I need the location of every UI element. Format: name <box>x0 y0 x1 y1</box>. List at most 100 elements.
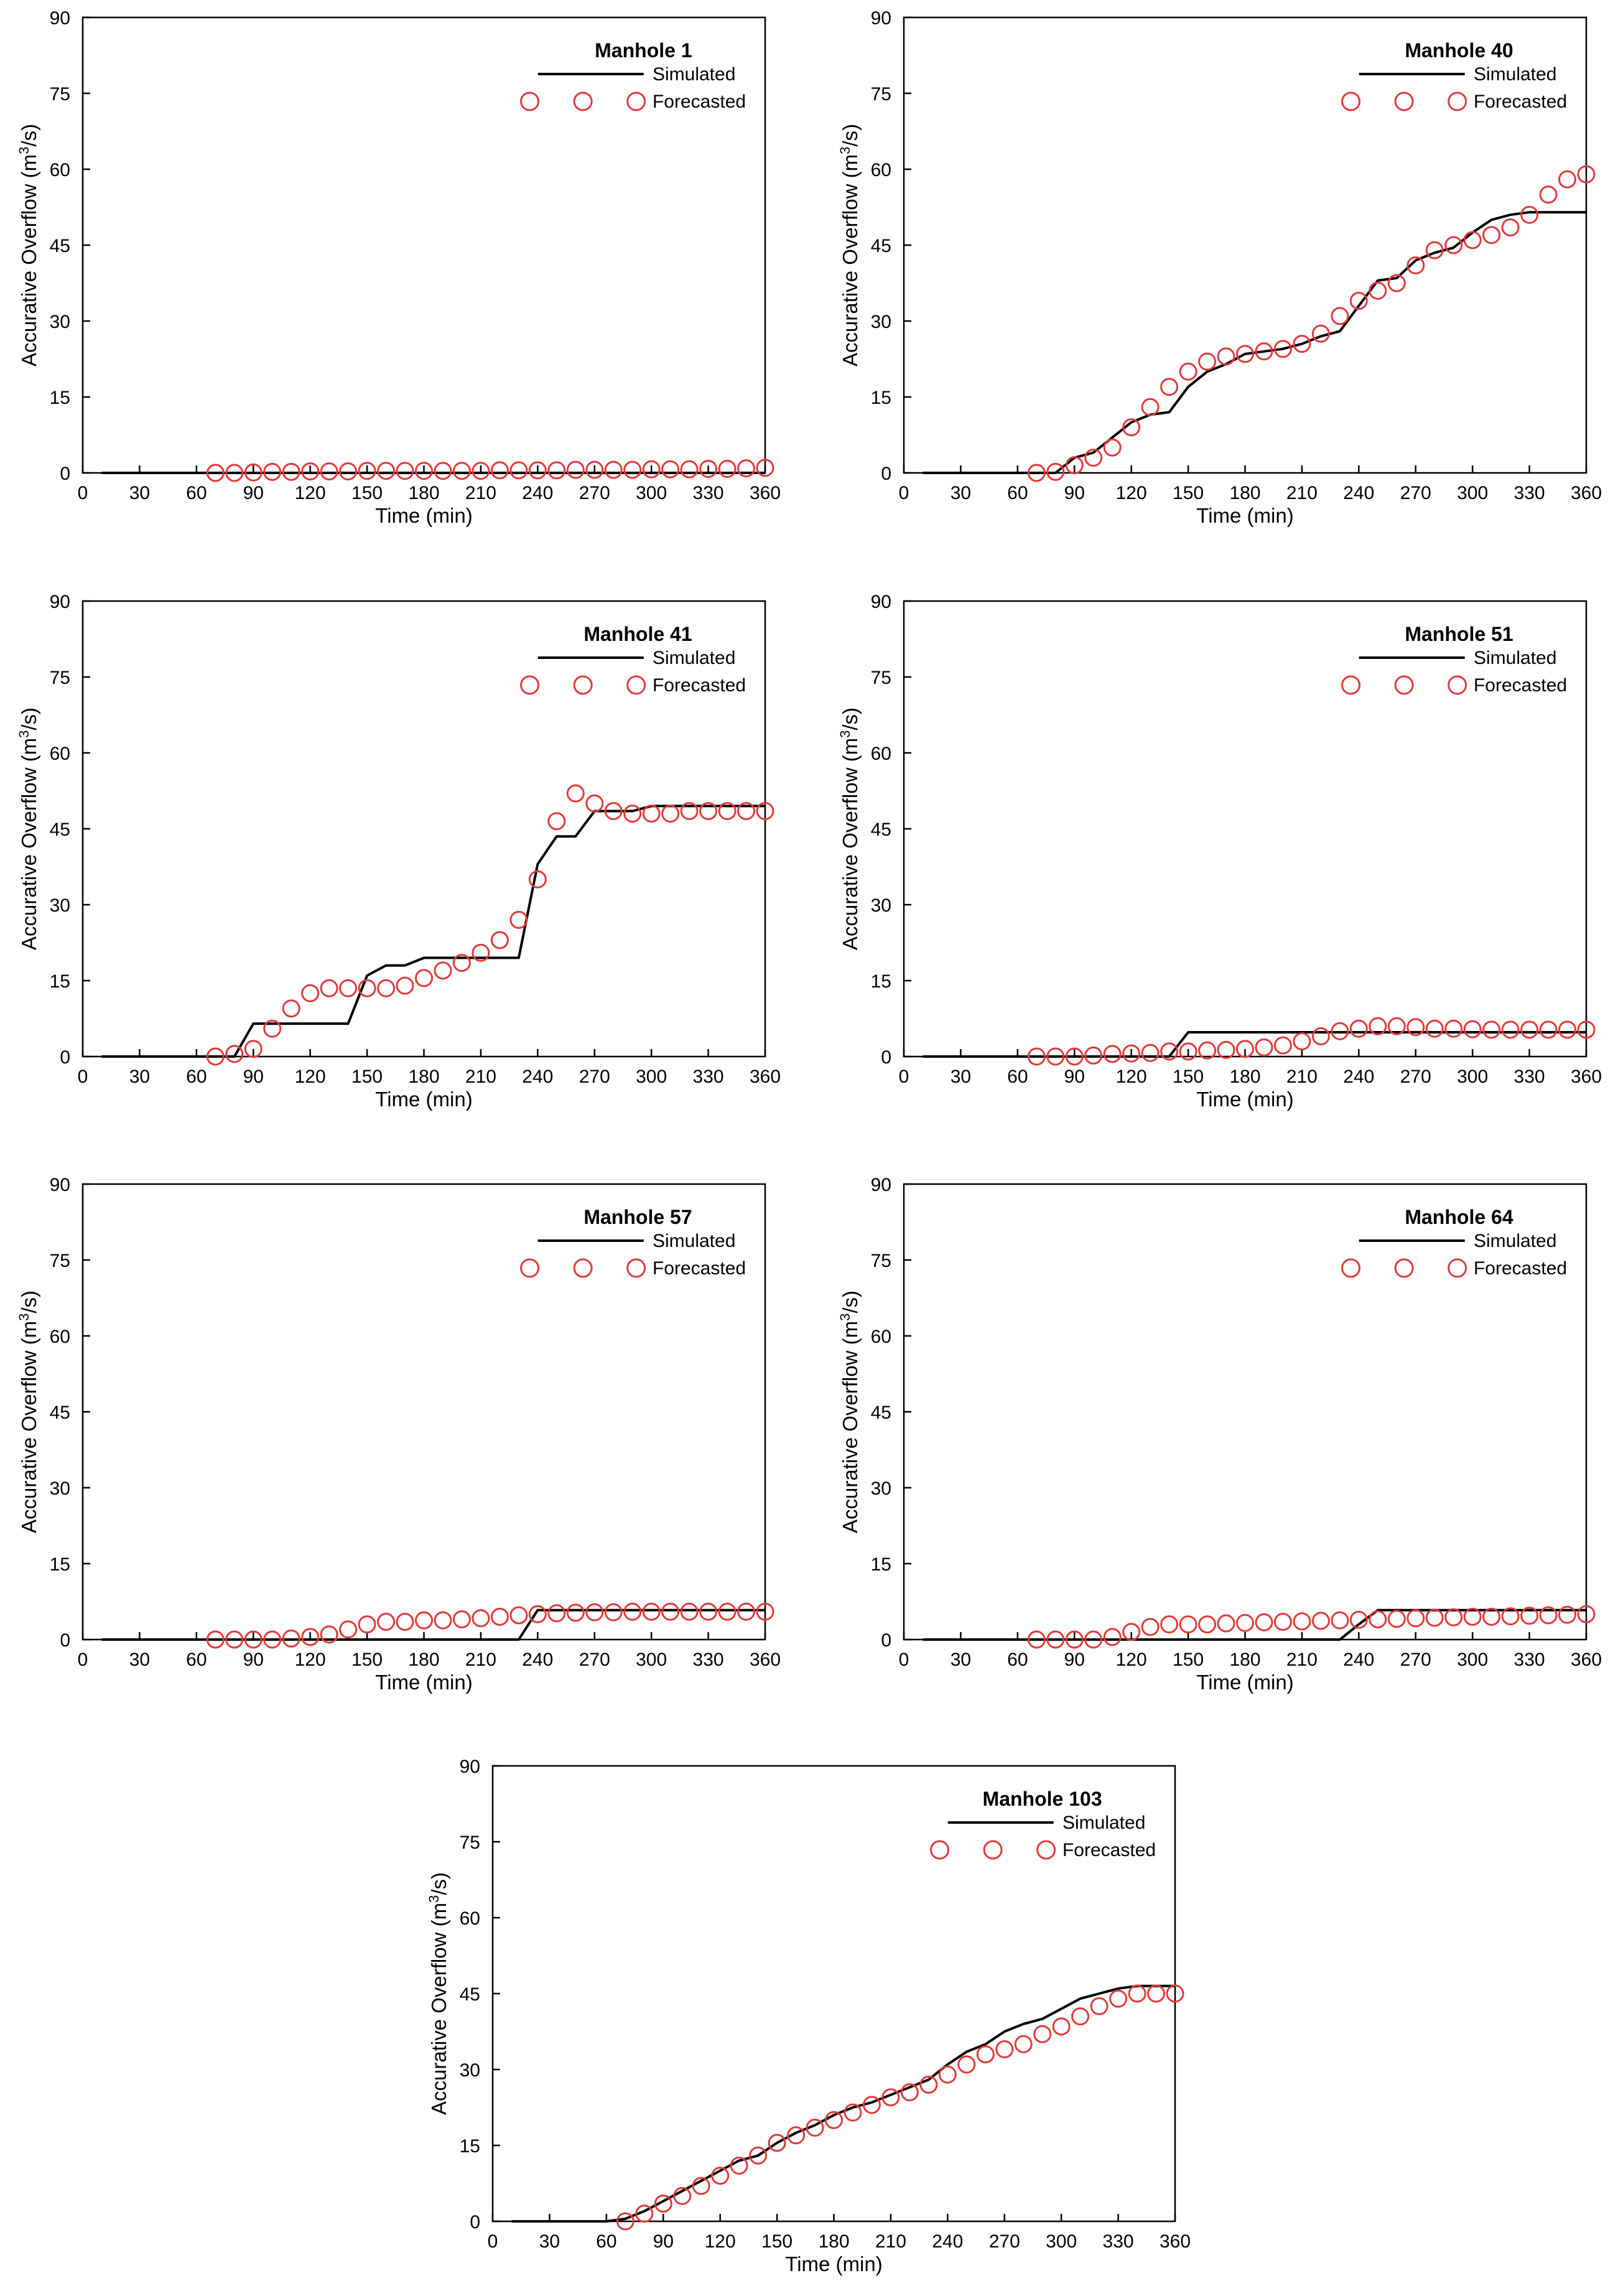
legend-label-forecasted: Forecasted <box>1474 675 1567 696</box>
x-tick-label: 210 <box>465 1066 496 1087</box>
forecasted-point <box>1482 1020 1501 1039</box>
x-tick-label: 150 <box>351 1650 383 1670</box>
forecasted-point <box>1520 1607 1539 1625</box>
forecasted-point <box>654 2195 672 2213</box>
x-tick-label: 330 <box>1103 2231 1134 2252</box>
y-axis-label: Accurative Overflow (m3/s) <box>837 707 862 950</box>
legend-marker-forecasted <box>1448 1258 1467 1278</box>
forecasted-point <box>434 462 452 480</box>
y-tick-label: 30 <box>50 312 70 332</box>
forecasted-point <box>1198 1615 1217 1634</box>
forecasted-point <box>358 462 376 480</box>
legend-marker-forecasted <box>573 91 593 111</box>
y-tick-label: 90 <box>50 1175 70 1195</box>
forecasted-point <box>1122 1044 1141 1063</box>
forecasted-point <box>434 1611 452 1630</box>
forecasted-point <box>1052 2017 1071 2036</box>
x-tick-label: 210 <box>1286 1650 1318 1670</box>
forecasted-point <box>718 460 737 478</box>
legend-marker-forecasted <box>1394 675 1414 695</box>
legend-marker-forecasted <box>983 1840 1003 1860</box>
x-tick-label: 30 <box>951 483 971 503</box>
x-tick-label: 300 <box>636 1650 667 1670</box>
x-tick-label: 180 <box>408 1650 439 1670</box>
forecasted-point <box>1141 398 1160 416</box>
legend-marker-forecasted <box>626 1258 646 1278</box>
forecasted-point <box>642 460 661 478</box>
forecasted-point <box>1331 307 1349 325</box>
forecasted-point <box>1103 1628 1122 1646</box>
y-axis-label: Accurative Overflow (m3/s) <box>16 707 41 950</box>
forecasted-point <box>1179 1042 1197 1061</box>
forecasted-point <box>1501 1607 1520 1626</box>
forecasted-point <box>718 802 737 820</box>
y-tick-label: 15 <box>50 1554 70 1575</box>
legend-marker-forecasted <box>520 91 540 111</box>
x-tick-label: 90 <box>1064 1066 1085 1087</box>
forecasted-point <box>1255 342 1273 361</box>
forecasted-point <box>1501 1020 1520 1039</box>
forecasted-point <box>881 2088 900 2107</box>
y-tick-label: 45 <box>50 1402 70 1423</box>
forecasted-point <box>339 462 358 481</box>
y-tick-label: 75 <box>50 84 70 105</box>
forecasted-point <box>396 462 414 480</box>
forecasted-point <box>1520 205 1539 224</box>
y-tick-label: 0 <box>470 2212 480 2233</box>
forecasted-point <box>547 812 566 831</box>
forecasted-point <box>1463 231 1482 250</box>
forecasted-point <box>825 2111 843 2129</box>
x-tick-label: 300 <box>1457 1066 1488 1087</box>
forecasted-point <box>1027 1047 1046 1066</box>
y-tick-label: 0 <box>881 1630 891 1651</box>
forecasted-point <box>737 802 755 820</box>
forecasted-point <box>692 2177 710 2195</box>
forecasted-point <box>1558 1605 1576 1624</box>
y-tick-label: 90 <box>50 592 70 612</box>
legend-label-simulated: Simulated <box>653 1231 735 1251</box>
x-tick-label: 90 <box>1064 483 1085 503</box>
forecasted-point <box>547 461 566 480</box>
x-tick-label: 0 <box>899 1066 909 1087</box>
forecasted-point <box>1369 281 1387 300</box>
y-tick-label: 15 <box>50 388 70 408</box>
x-tick-label: 30 <box>129 483 150 503</box>
y-tick-label: 90 <box>871 592 891 612</box>
forecasted-point <box>1160 1042 1179 1061</box>
forecasted-point <box>1444 1608 1463 1626</box>
forecasted-point <box>862 2096 881 2114</box>
y-tick-label: 75 <box>871 668 891 688</box>
legend-marker-forecasted <box>1448 91 1467 111</box>
x-tick-label: 240 <box>1343 483 1374 503</box>
forecasted-point <box>282 999 300 1018</box>
y-tick-label: 0 <box>60 1047 70 1068</box>
x-axis-label: Time (min) <box>785 2252 882 2275</box>
forecasted-point <box>1501 218 1520 236</box>
forecasted-point <box>1349 292 1368 310</box>
forecasted-point <box>244 1630 263 1649</box>
x-tick-label: 270 <box>1400 1066 1431 1087</box>
y-tick-label: 60 <box>871 1327 891 1347</box>
y-tick-label: 60 <box>50 1327 70 1347</box>
x-axis-label: Time (min) <box>375 1088 472 1111</box>
forecasted-point <box>225 464 244 482</box>
forecasted-point <box>604 460 623 479</box>
forecasted-point <box>282 462 300 481</box>
simulated-series-line <box>923 1608 1586 1641</box>
forecasted-point <box>1122 1623 1141 1641</box>
forecasted-point <box>1065 456 1084 475</box>
forecasted-point <box>957 2055 976 2074</box>
x-tick-label: 180 <box>408 483 439 503</box>
x-tick-label: 60 <box>1007 1650 1028 1670</box>
forecasted-point <box>377 462 396 480</box>
y-tick-label: 30 <box>50 895 70 916</box>
legend-marker-forecasted <box>626 91 646 111</box>
x-tick-label: 90 <box>1064 1650 1085 1670</box>
x-tick-label: 330 <box>1514 1066 1545 1087</box>
forecasted-point <box>1577 165 1596 184</box>
x-tick-label: 60 <box>596 2231 616 2252</box>
x-tick-label: 30 <box>951 1066 971 1087</box>
forecasted-point <box>623 460 642 479</box>
forecasted-point <box>509 1606 528 1625</box>
y-tick-label: 15 <box>871 388 891 408</box>
